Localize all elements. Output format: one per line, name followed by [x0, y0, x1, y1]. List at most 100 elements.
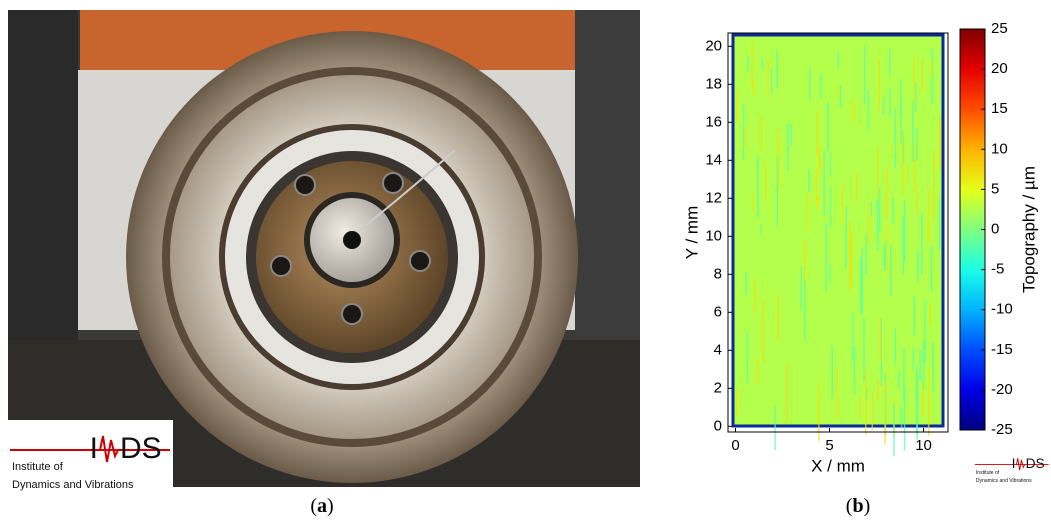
texture [912, 101, 914, 162]
colorbar-tick-label: -20 [991, 381, 1013, 398]
colorbar-tick-label: 25 [991, 20, 1008, 37]
y-tick-label: 10 [705, 227, 722, 244]
y-tick-label: 6 [714, 303, 722, 320]
texture [931, 247, 933, 292]
texture [914, 142, 916, 193]
x-tick-label: 5 [825, 437, 833, 454]
texture [924, 300, 926, 349]
texture [928, 189, 930, 241]
texture [865, 370, 867, 435]
y-axis-label: Y / mm [682, 206, 701, 260]
texture [842, 184, 844, 224]
texture [809, 69, 811, 100]
texture [901, 408, 903, 427]
texture [853, 100, 855, 123]
texture [887, 224, 889, 275]
texture [859, 397, 861, 419]
texture [768, 59, 770, 98]
texture [752, 40, 754, 87]
texture [871, 202, 873, 217]
texture [884, 246, 886, 270]
texture [921, 213, 923, 275]
texture [836, 368, 838, 419]
texture [777, 157, 779, 226]
texture [900, 104, 902, 118]
texture [820, 74, 822, 98]
y-tick-label: 20 [705, 37, 722, 54]
x-tick-label: 0 [731, 437, 739, 454]
y-tick-label: 2 [714, 379, 722, 396]
y-tick-label: 12 [705, 189, 722, 206]
texture [860, 258, 862, 313]
texture [916, 190, 918, 214]
texture [837, 85, 839, 99]
texture [928, 369, 930, 436]
colorbar-tick-label: 10 [991, 140, 1008, 157]
texture [886, 166, 888, 220]
colorbar-tick-label: -10 [991, 301, 1013, 318]
texture [743, 104, 745, 159]
texture [883, 98, 885, 116]
texture [765, 161, 767, 200]
texture [808, 170, 810, 192]
texture [763, 300, 765, 364]
colorbar-tick-label: -5 [991, 261, 1004, 278]
y-tick-label: 4 [714, 341, 722, 358]
logo-text: Institute of [976, 470, 1000, 476]
colorbar-tick-label: -25 [991, 421, 1013, 438]
texture [915, 83, 917, 111]
texture [861, 248, 863, 314]
texture [884, 383, 886, 444]
texture [872, 389, 874, 430]
texture [815, 171, 817, 205]
colorbar-tick-label: 5 [991, 180, 999, 197]
texture [831, 345, 833, 399]
texture [894, 109, 896, 168]
texture [902, 130, 904, 194]
texture [939, 199, 941, 249]
texture [879, 186, 881, 233]
texture [864, 45, 866, 104]
panel-label: (a) [310, 495, 333, 517]
texture [787, 364, 789, 423]
texture [889, 88, 891, 118]
texture [898, 372, 900, 389]
colorbar-tick-label: 0 [991, 220, 999, 237]
logo-text: Institute of [12, 461, 64, 473]
texture [752, 193, 754, 212]
texture [856, 172, 858, 202]
texture [774, 406, 776, 450]
texture [838, 51, 840, 68]
x-axis-label: X / mm [811, 456, 865, 475]
texture [745, 127, 747, 149]
texture [890, 245, 892, 296]
texture [820, 158, 822, 168]
logo-text: I [90, 432, 98, 465]
texture [903, 347, 905, 403]
texture [916, 365, 918, 435]
texture [762, 59, 764, 69]
logo-text: DS [1026, 456, 1045, 471]
texture [929, 304, 931, 325]
texture [854, 347, 856, 395]
texture [939, 117, 941, 166]
texture [787, 124, 789, 171]
texture [907, 165, 909, 184]
texture [745, 271, 747, 294]
texture [863, 318, 865, 381]
texture [913, 296, 915, 336]
colorbar-tick-label: -15 [991, 341, 1013, 358]
texture [817, 197, 819, 211]
texture [736, 388, 738, 415]
texture [852, 313, 854, 363]
texture [845, 207, 847, 269]
texture [747, 56, 749, 72]
texture [865, 235, 867, 275]
texture [877, 147, 879, 200]
texture [790, 123, 792, 146]
texture [777, 295, 779, 320]
texture [868, 202, 870, 245]
texture [877, 379, 879, 399]
texture [819, 146, 821, 178]
texture [932, 49, 934, 105]
